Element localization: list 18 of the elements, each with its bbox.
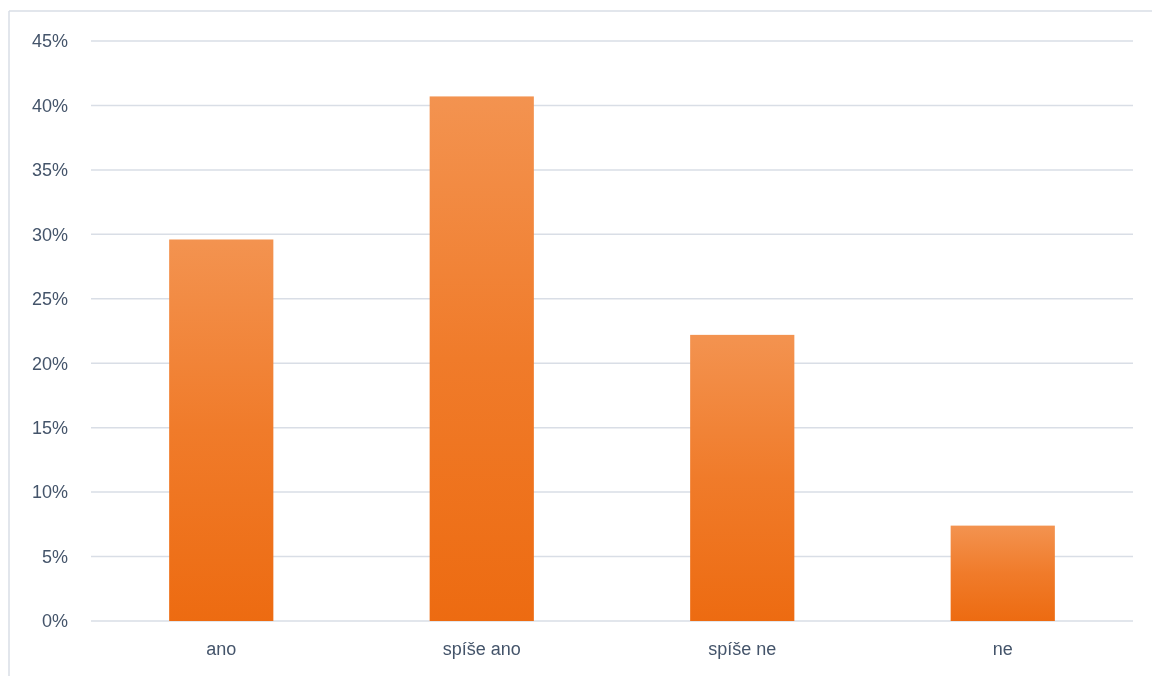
- y-tick-label: 5%: [41, 546, 68, 567]
- x-tick-label: ano: [206, 639, 237, 659]
- y-tick-label: 25%: [31, 289, 68, 310]
- bar: [690, 334, 795, 621]
- x-tick-label: spíše ano: [442, 639, 521, 659]
- y-tick-label: 0%: [41, 611, 68, 632]
- bar: [950, 525, 1055, 621]
- y-tick-label: 30%: [31, 224, 68, 245]
- y-tick-label: 35%: [31, 160, 68, 181]
- x-tick-label: spíše ne: [708, 639, 777, 659]
- x-tick-label: ne: [992, 639, 1013, 659]
- bar: [429, 96, 534, 621]
- y-tick-label: 45%: [31, 31, 68, 52]
- bar: [169, 239, 274, 621]
- y-tick-label: 15%: [31, 417, 68, 438]
- y-tick-label: 10%: [31, 482, 68, 503]
- y-tick-label: 20%: [31, 353, 68, 374]
- y-tick-label: 40%: [31, 95, 68, 116]
